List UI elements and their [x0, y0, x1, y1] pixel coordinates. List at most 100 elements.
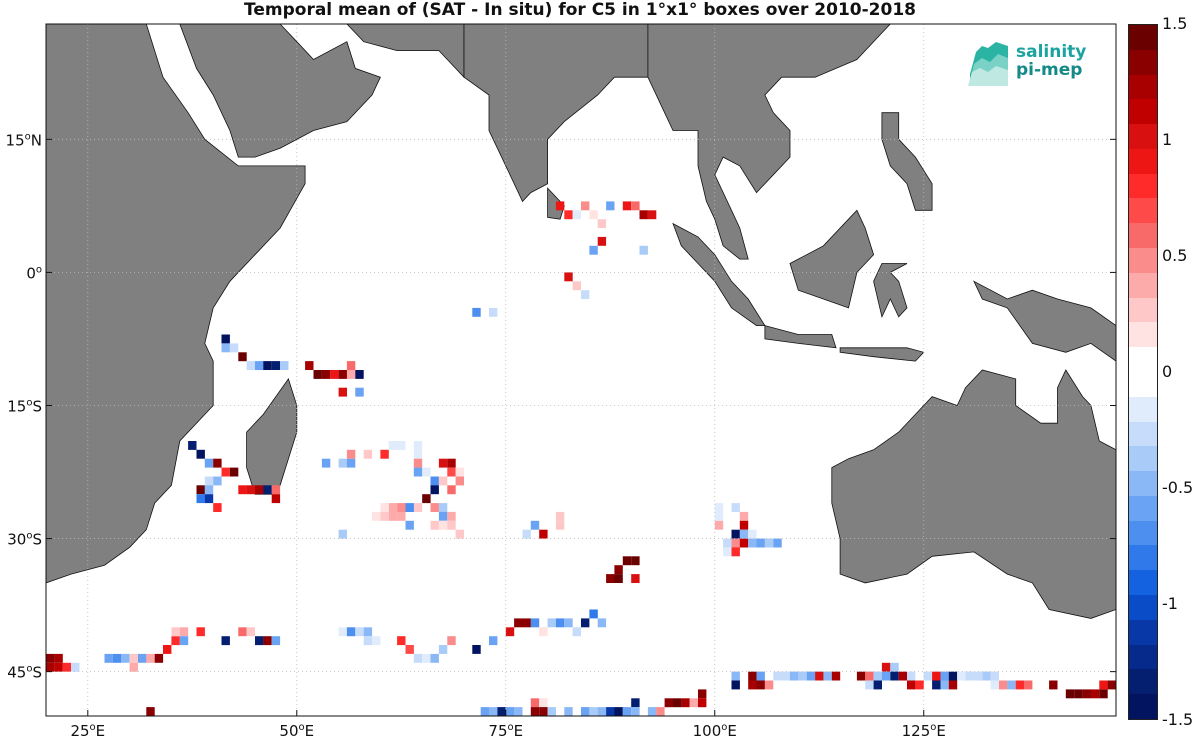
data-cell: [171, 636, 180, 646]
data-cell: [489, 636, 498, 646]
data-cell: [447, 636, 456, 646]
land-arabia: [179, 23, 381, 158]
data-cell: [530, 698, 540, 708]
data-cell: [748, 680, 757, 690]
data-cell: [764, 680, 774, 690]
data-cell: [932, 671, 941, 681]
data-cell: [1099, 689, 1108, 699]
data-cell: [539, 698, 548, 708]
data-cell: [530, 520, 540, 530]
lat-tick-label: 15oN: [6, 131, 42, 149]
data-cell: [631, 201, 640, 211]
data-cell: [756, 671, 765, 681]
data-cell: [948, 671, 958, 681]
data-cell: [823, 671, 832, 681]
data-cell: [647, 210, 657, 220]
data-cell: [631, 556, 640, 566]
lon-tick-label: 75oE: [488, 722, 523, 740]
salinity-pimep-logo: salinity pi-mep: [966, 40, 1106, 88]
data-cell: [915, 680, 924, 690]
data-cell: [480, 707, 490, 716]
data-cell: [572, 210, 581, 220]
data-cell: [581, 618, 590, 628]
data-cell: [447, 485, 456, 495]
data-cell: [380, 511, 389, 521]
data-cell: [338, 370, 347, 379]
data-cell: [731, 680, 740, 690]
land-lesser-sunda: [839, 347, 925, 362]
data-cell: [522, 529, 531, 539]
data-cell: [280, 361, 289, 370]
data-cell: [547, 707, 556, 716]
data-cell: [271, 636, 281, 646]
data-cell: [890, 662, 899, 672]
data-cell: [246, 485, 255, 495]
data-cell: [622, 201, 632, 211]
colorbar-swatch: [1129, 471, 1157, 496]
logo-text-pimep: pi-mep: [1016, 60, 1083, 80]
colorbar-swatch: [1129, 594, 1157, 620]
data-cell: [246, 361, 255, 370]
data-cell: [380, 449, 389, 459]
data-cell: [639, 210, 648, 220]
colorbar-swatch: [1129, 371, 1157, 397]
graticule: [46, 24, 1116, 716]
map-frame: [45, 23, 1117, 717]
colorbar-swatch: [1129, 173, 1157, 199]
data-cell: [263, 361, 272, 370]
data-cell: [154, 653, 164, 663]
data-cell: [305, 361, 314, 370]
data-cell: [698, 689, 707, 699]
data-cell: [413, 441, 423, 450]
data-cell: [397, 511, 406, 521]
data-cell: [606, 707, 615, 716]
data-cell: [965, 671, 974, 681]
data-cell: [146, 707, 155, 716]
data-cell: [255, 485, 264, 495]
data-cell: [346, 361, 356, 370]
data-cell: [405, 645, 414, 654]
data-cell: [346, 627, 356, 637]
data-cell: [514, 707, 523, 716]
data-cell: [731, 538, 740, 548]
land-se-asia: [647, 23, 892, 260]
data-cell: [246, 627, 255, 637]
data-cell: [1074, 689, 1083, 699]
data-cell: [589, 609, 598, 619]
data-cell: [430, 503, 439, 512]
data-cell: [564, 210, 573, 220]
data-cell: [581, 201, 590, 211]
data-cells: [46, 201, 1116, 716]
data-cell: [413, 503, 423, 512]
data-cell: [430, 476, 439, 486]
data-cell: [940, 680, 949, 690]
data-cell: [229, 343, 239, 353]
data-cell: [455, 467, 464, 477]
data-cell: [163, 645, 172, 654]
data-cell: [890, 671, 899, 681]
data-cell: [346, 449, 356, 459]
data-cell: [606, 201, 615, 211]
data-cell: [121, 653, 130, 663]
data-cell: [940, 671, 949, 681]
data-cell: [898, 671, 908, 681]
colorbar-swatch: [1129, 198, 1157, 224]
data-cell: [539, 707, 548, 716]
data-cell: [564, 707, 573, 716]
lon-tick-label: 125oE: [902, 722, 946, 740]
data-cell: [572, 627, 581, 637]
data-cell: [338, 627, 347, 637]
colorbar-tick-label: -0.5: [1162, 478, 1194, 497]
data-cell: [748, 671, 757, 681]
data-cell: [46, 653, 55, 663]
land-sulawesi: [873, 263, 908, 319]
data-cell: [505, 707, 515, 716]
data-cell: [698, 698, 707, 708]
colorbar-swatch: [1129, 124, 1157, 149]
land-africa: [45, 23, 306, 584]
colorbar-tick-label: 1.5: [1162, 14, 1188, 33]
data-cell: [397, 636, 406, 646]
data-cell: [756, 538, 765, 548]
data-cell: [413, 449, 423, 459]
